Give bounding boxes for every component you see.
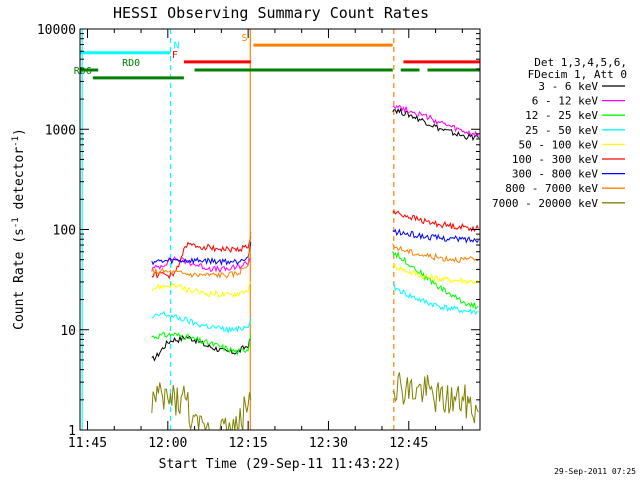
- x-axis-label: Start Time (29-Sep-11 11:43:22): [159, 457, 402, 472]
- series-line-5-seg2: [392, 210, 479, 233]
- series-line-8-seg1: [151, 382, 252, 430]
- series-line-0-seg3: [497, 373, 513, 379]
- legend-label-2: 12 - 25 keV: [525, 109, 598, 122]
- series-line-1-seg1: [151, 256, 252, 274]
- series-line-5-seg3: [497, 236, 513, 241]
- legend: Det 1,3,4,5,6,FDecim 1, Att 03 - 6 keV 6 …: [492, 56, 627, 210]
- series-line-0-seg2: [392, 107, 479, 142]
- flag-label-rd0: RD0: [122, 58, 140, 69]
- y-tick-label-4: 10000: [37, 23, 76, 38]
- chart-title: HESSI Observing Summary Count Rates: [113, 4, 429, 22]
- flag-label-f: F: [172, 50, 178, 61]
- series-line-3-seg2: [392, 283, 479, 316]
- series-line-5-seg1: [151, 236, 252, 280]
- flag-label-s: S: [241, 33, 247, 44]
- legend-header-0: Det 1,3,4,5,6,: [534, 56, 627, 69]
- x-tick-label-2: 12:15: [229, 436, 268, 451]
- series-line-7-seg3: [497, 262, 513, 268]
- plot-area: NF S RD0 RD6 11:45 12:00 12:15 12:30 12:45 1 10 100…: [37, 23, 513, 451]
- x-tick-label-4: 12:45: [389, 436, 428, 451]
- legend-label-6: 300 - 800 keV: [512, 168, 598, 181]
- flag-label-n: N: [173, 41, 179, 52]
- x-tick-label-3: 12:30: [309, 436, 348, 451]
- plot-content: [80, 29, 513, 430]
- legend-label-8: 7000 - 20000 keV: [492, 197, 598, 210]
- series-line-2-seg3: [497, 337, 513, 341]
- series-line-6-seg3: [497, 245, 513, 250]
- y-tick-label-0: 1: [68, 424, 76, 439]
- series-line-8-seg2: [392, 372, 479, 424]
- generated-timestamp: 29-Sep-2011 07:25: [554, 467, 636, 476]
- series-line-1-seg2: [392, 104, 479, 138]
- legend-label-4: 50 - 100 keV: [519, 138, 599, 151]
- y-tick-label-3: 1000: [45, 123, 76, 138]
- legend-label-5: 100 - 300 keV: [512, 153, 598, 166]
- legend-label-1: 6 - 12 keV: [532, 95, 599, 108]
- series-line-2-seg1: [151, 331, 252, 357]
- y-axis-label-mid: detector: [12, 147, 27, 218]
- y-axis-label-sup1: -1: [11, 217, 21, 228]
- y-axis-label-sup2: -1: [11, 136, 21, 147]
- legend-label-7: 800 - 7000 keV: [505, 182, 598, 195]
- x-tick-label-1: 12:00: [148, 436, 187, 451]
- y-tick-label-1: 10: [60, 324, 76, 339]
- series-line-8-seg3: [497, 414, 513, 430]
- series-line-2-seg2: [392, 250, 479, 310]
- series-line-6-seg1: [151, 241, 252, 267]
- axes-frame: [79, 28, 481, 431]
- series-line-0-seg1: [151, 334, 251, 362]
- series-line-1-seg3: [497, 314, 513, 320]
- legend-header-1: FDecim 1, Att 0: [528, 68, 627, 81]
- x-tick-label-0: 11:45: [68, 436, 107, 451]
- y-tick-label-2: 100: [53, 224, 76, 239]
- series-line-4-seg2: [392, 262, 479, 285]
- series-line-7-seg1: [151, 231, 252, 280]
- y-axis-label: Count Rate (s-1 detector-1): [11, 128, 27, 330]
- series-line-4-seg3: [497, 284, 513, 290]
- series-line-4-seg1: [151, 281, 252, 298]
- flag-label-rd6: RD6: [74, 66, 92, 77]
- series-line-3-seg3: [497, 317, 513, 323]
- legend-label-3: 25 - 50 keV: [525, 124, 598, 137]
- series-line-7-seg2: [392, 243, 479, 263]
- legend-label-0: 3 - 6 keV: [538, 80, 598, 93]
- series-line-3-seg1: [151, 310, 252, 335]
- y-axis-label-end: ): [12, 128, 27, 136]
- y-axis-label-main: Count Rate (s: [12, 228, 27, 330]
- series-line-6-seg2: [392, 228, 479, 244]
